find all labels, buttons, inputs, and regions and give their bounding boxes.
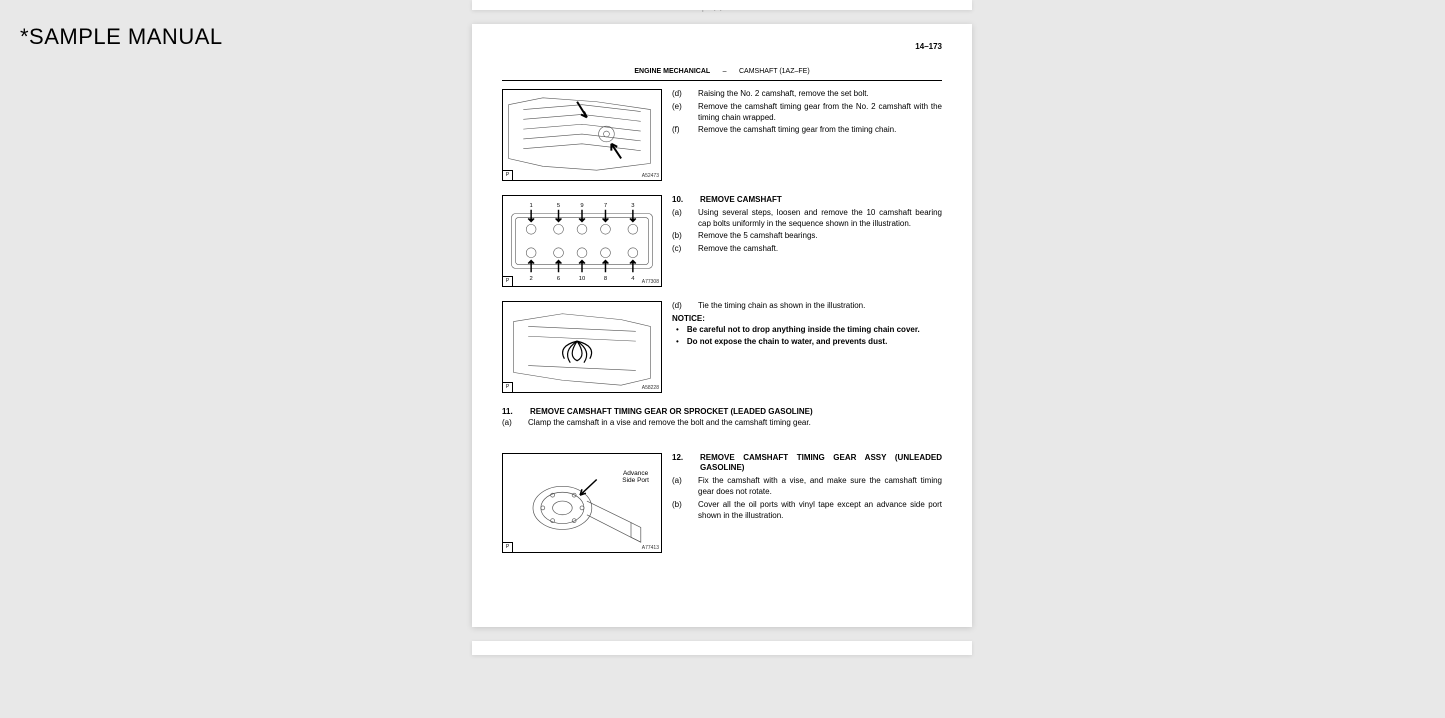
step-d: (d) Tie the timing chain as shown in the…: [672, 301, 942, 312]
section-5-content: 12. REMOVE CAMSHAFT TIMING GEAR ASSY (UN…: [672, 453, 942, 524]
svg-text:5: 5: [557, 203, 561, 209]
header-subtitle: CAMSHAFT (1AZ–FE): [739, 68, 810, 75]
bullet-icon: •: [676, 337, 679, 348]
section-3-content: (d) Tie the timing chain as shown in the…: [672, 301, 942, 350]
svg-text:3: 3: [631, 203, 634, 209]
adv-line2: Side Port: [622, 477, 649, 484]
bullet-1: • Be careful not to drop anything inside…: [672, 325, 942, 336]
section-2-content: 10. REMOVE CAMSHAFT (a) Using several st…: [672, 195, 942, 257]
figure-id: A77308: [642, 279, 659, 285]
prev-page-stub: [472, 0, 972, 10]
header-title: ENGINE MECHANICAL: [634, 68, 710, 75]
figure-corner-icon: P: [503, 170, 513, 180]
step-letter: (b): [672, 231, 688, 242]
svg-text:1: 1: [529, 203, 532, 209]
bullet-text: Do not expose the chain to water, and pr…: [687, 337, 942, 348]
svg-text:2: 2: [529, 276, 532, 282]
svg-text:9: 9: [580, 203, 583, 209]
step-number: 12.: [672, 453, 690, 475]
step-letter: (a): [502, 418, 518, 429]
step-letter: (c): [672, 244, 688, 255]
section-4: 11. REMOVE CAMSHAFT TIMING GEAR OR SPROC…: [502, 407, 942, 429]
step-number: 10.: [672, 195, 690, 206]
step-10: 10. REMOVE CAMSHAFT: [672, 195, 942, 206]
bullet-text: Be careful not to drop anything inside t…: [687, 325, 942, 336]
step-letter: (d): [672, 89, 688, 100]
step-f: (f) Remove the camshaft timing gear from…: [672, 125, 942, 136]
figure-2: 1 5 9 7 3 2 6 10 8 4 P A77308: [502, 195, 662, 287]
svg-text:7: 7: [604, 203, 607, 209]
step-text: Raising the No. 2 camshaft, remove the s…: [698, 89, 942, 100]
step-text: Cover all the oil ports with vinyl tape …: [698, 500, 942, 522]
step-letter: (a): [672, 208, 688, 230]
notice-label: NOTICE:: [672, 314, 942, 325]
header-dash: –: [723, 68, 727, 75]
svg-text:4: 4: [631, 276, 635, 282]
step-12: 12. REMOVE CAMSHAFT TIMING GEAR ASSY (UN…: [672, 453, 942, 475]
step-number: 11.: [502, 407, 520, 418]
step-11: 11. REMOVE CAMSHAFT TIMING GEAR OR SPROC…: [502, 407, 942, 418]
section-5: Advance Side Port P A77413 12. REMOVE CA…: [502, 453, 942, 553]
figure-5: Advance Side Port P A77413: [502, 453, 662, 553]
step-text: Remove the camshaft timing gear from the…: [698, 125, 942, 136]
step-b: (b) Remove the 5 camshaft bearings.: [672, 231, 942, 242]
engine-diagram-icon: [503, 90, 661, 180]
step-letter: (a): [672, 476, 688, 498]
page-header: ENGINE MECHANICAL – CAMSHAFT (1AZ–FE): [502, 60, 942, 81]
section-1-content: (d) Raising the No. 2 camshaft, remove t…: [672, 89, 942, 138]
step-text: Remove the camshaft timing gear from the…: [698, 102, 942, 124]
step-d: (d) Raising the No. 2 camshaft, remove t…: [672, 89, 942, 100]
timing-gear-assy-diagram-icon: [503, 454, 661, 552]
step-c: (c) Remove the camshaft.: [672, 244, 942, 255]
figure-corner-icon: P: [503, 276, 513, 286]
svg-text:8: 8: [604, 276, 607, 282]
step-a: (a) Fix the camshaft with a vise, and ma…: [672, 476, 942, 498]
section-2: 1 5 9 7 3 2 6 10 8 4 P A77308 10. REMOVE CAMSHAF…: [502, 195, 942, 287]
page-number: 14–173: [915, 42, 942, 51]
step-text: Remove the 5 camshaft bearings.: [698, 231, 942, 242]
step-letter: (d): [672, 301, 688, 312]
step-title: REMOVE CAMSHAFT TIMING GEAR OR SPROCKET …: [530, 407, 813, 418]
advance-port-label: Advance Side Port: [622, 470, 649, 486]
figure-3: P A58228: [502, 301, 662, 393]
step-text: Tie the timing chain as shown in the ill…: [698, 301, 942, 312]
svg-text:6: 6: [557, 276, 560, 282]
next-page-stub: [472, 641, 972, 655]
figure-1: P A52473: [502, 89, 662, 181]
section-1: P A52473 (d) Raising the No. 2 camshaft,…: [502, 89, 942, 181]
step-text: Fix the camshaft with a vise, and make s…: [698, 476, 942, 498]
cylinder-head-diagram-icon: 1 5 9 7 3 2 6 10 8 4: [503, 196, 661, 286]
step-a: (a) Using several steps, loosen and remo…: [672, 208, 942, 230]
sample-manual-label: *SAMPLE MANUAL: [20, 24, 223, 50]
bullet-2: • Do not expose the chain to water, and …: [672, 337, 942, 348]
step-text: Using several steps, loosen and remove t…: [698, 208, 942, 230]
step-b: (b) Cover all the oil ports with vinyl t…: [672, 500, 942, 522]
bullet-icon: •: [676, 325, 679, 336]
step-title: REMOVE CAMSHAFT: [700, 195, 782, 206]
step-text: Remove the camshaft.: [698, 244, 942, 255]
figure-corner-icon: P: [503, 542, 513, 552]
svg-text:10: 10: [579, 276, 586, 282]
step-letter: (e): [672, 102, 688, 124]
figure-id: A52473: [642, 173, 659, 179]
step-title: REMOVE CAMSHAFT TIMING GEAR ASSY (UNLEAD…: [700, 453, 942, 475]
step-e: (e) Remove the camshaft timing gear from…: [672, 102, 942, 124]
figure-corner-icon: P: [503, 382, 513, 392]
manual-page: 14–173 ENGINE MECHANICAL – CAMSHAFT (1AZ…: [472, 24, 972, 627]
section-3: P A58228 (d) Tie the timing chain as sho…: [502, 301, 942, 393]
adv-line1: Advance: [623, 470, 648, 477]
figure-id: A58228: [642, 385, 659, 391]
figure-id: A77413: [642, 545, 659, 551]
step-a: (a) Clamp the camshaft in a vise and rem…: [502, 418, 942, 429]
step-letter: (b): [672, 500, 688, 522]
step-text: Clamp the camshaft in a vise and remove …: [528, 418, 811, 429]
step-letter: (f): [672, 125, 688, 136]
timing-chain-diagram-icon: [503, 302, 661, 392]
page-container: 14–173 ENGINE MECHANICAL – CAMSHAFT (1AZ…: [472, 0, 972, 655]
